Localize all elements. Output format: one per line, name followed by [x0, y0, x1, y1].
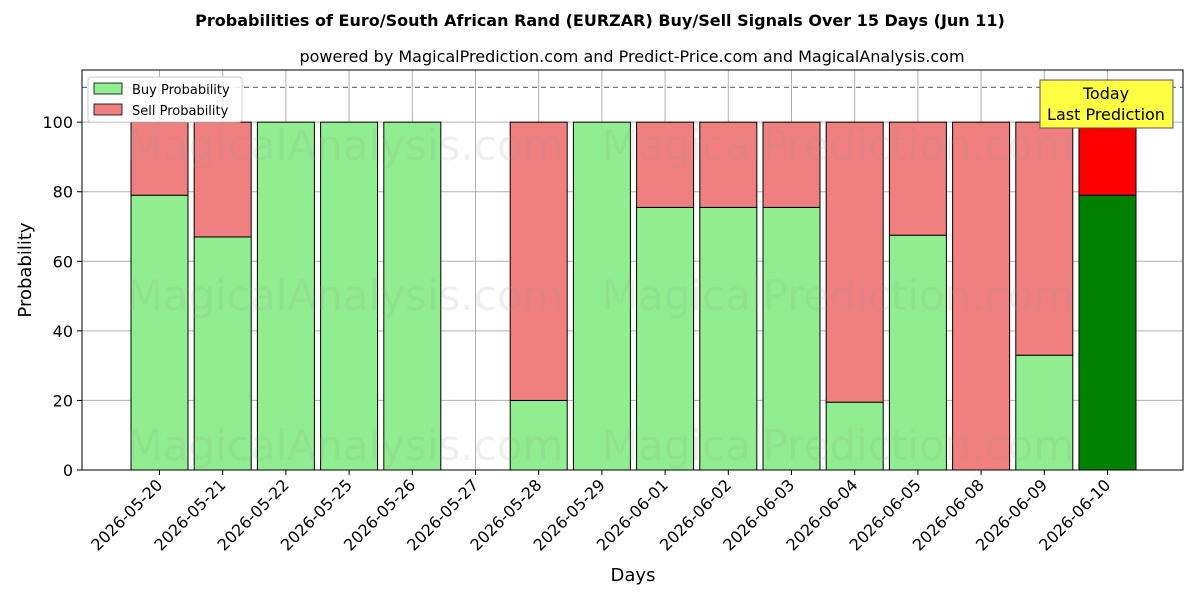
bar-sell — [1015, 121, 1074, 356]
bar-buy — [825, 401, 884, 471]
y-tick-label: 20 — [53, 391, 73, 410]
watermarks: MagicalAnalysis.com MagicalPrediction.com… — [127, 121, 1075, 470]
y-tick-label: 0 — [63, 461, 73, 480]
watermark-text: MagicalAnalysis.com — [127, 421, 564, 470]
watermark-text: MagicalPrediction.com — [602, 421, 1075, 470]
bar-buy — [888, 234, 947, 471]
annotation-line-1: Today — [1082, 84, 1129, 103]
bar-buy — [383, 121, 442, 471]
bar-buy — [699, 206, 758, 471]
bar-buy — [256, 121, 315, 471]
watermark-text: MagicalPrediction.com — [602, 271, 1075, 320]
annotation-box — [1039, 79, 1174, 129]
chart-title: Probabilities of Euro/South African Rand… — [195, 11, 1005, 30]
bar-sell — [636, 121, 695, 208]
bar-sell — [699, 121, 758, 208]
plot-frame — [81, 69, 1184, 471]
y-tick-label: 80 — [53, 183, 73, 202]
bar-buy — [762, 206, 821, 471]
bar-sell — [762, 121, 821, 208]
watermark-text: MagicalAnalysis.com — [127, 121, 564, 170]
legend-box — [87, 76, 243, 123]
y-tick-label: 100 — [42, 113, 73, 132]
bar-buy — [636, 206, 695, 471]
legend-sell-label: Sell Probability — [132, 104, 229, 119]
bars — [130, 121, 1137, 471]
x-axis: 2026-05-202026-05-212026-05-222026-05-25… — [87, 470, 1114, 555]
y-axis-label: Probability — [15, 222, 36, 317]
chart-subtitle: powered by MagicalPrediction.com and Pre… — [299, 47, 964, 66]
annotation-line-2: Last Prediction — [1047, 105, 1165, 124]
bar-buy — [320, 121, 379, 471]
y-tick-label: 60 — [53, 252, 73, 271]
bar-buy — [1015, 354, 1074, 471]
bar-sell — [130, 121, 189, 196]
bar-sell — [509, 121, 568, 401]
legend-buy-swatch — [93, 82, 123, 95]
legend-buy-label: Buy Probability — [132, 83, 230, 98]
bar-sell — [1078, 121, 1137, 196]
y-axis: 0 20 40 60 80 100 — [42, 113, 82, 480]
y-tick-label: 40 — [53, 322, 73, 341]
bar-sell — [888, 121, 947, 236]
bar-buy — [572, 121, 631, 471]
today-annotation: Today Last Prediction — [1039, 79, 1174, 129]
legend: Buy Probability Sell Probability — [87, 76, 243, 123]
watermark-text: MagicalPrediction.com — [602, 121, 1075, 170]
bar-sell — [952, 121, 1011, 471]
bar-sell — [825, 121, 884, 403]
bar-buy — [1078, 194, 1137, 471]
watermark-text: MagicalAnalysis.com — [127, 271, 564, 320]
x-axis-label: Days — [611, 565, 656, 586]
legend-sell-swatch — [93, 103, 123, 116]
bar-buy — [193, 236, 252, 471]
